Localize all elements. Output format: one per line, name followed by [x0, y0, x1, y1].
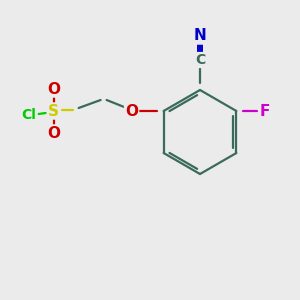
Text: C: C: [195, 53, 205, 67]
Text: O: O: [125, 103, 138, 118]
Text: O: O: [47, 82, 60, 97]
Text: O: O: [47, 125, 60, 140]
Text: F: F: [259, 103, 270, 118]
Text: S: S: [48, 103, 59, 118]
Text: N: N: [194, 28, 206, 44]
Text: Cl: Cl: [21, 108, 36, 122]
